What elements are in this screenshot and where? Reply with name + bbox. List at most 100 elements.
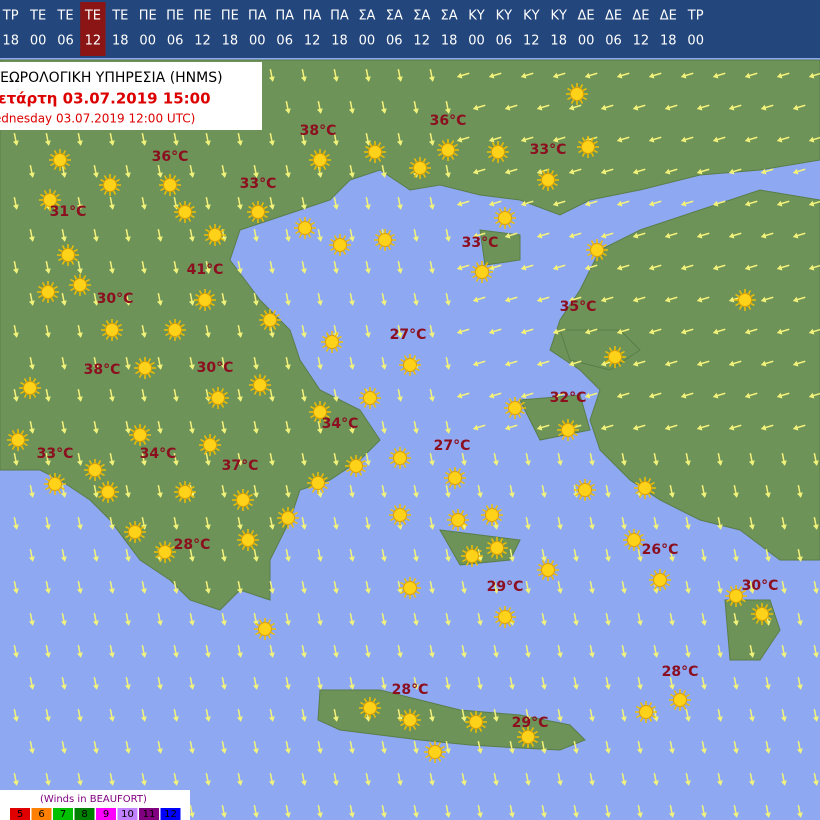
hour-label: 06 (496, 34, 513, 49)
arrow-head (636, 556, 643, 562)
arrow-head (284, 364, 291, 370)
sun-ray (311, 473, 316, 478)
wind-arrow (776, 136, 790, 143)
arrow-head (204, 332, 211, 338)
arrow-head (792, 168, 799, 175)
sun-ray (23, 433, 28, 438)
arrow-head (76, 524, 83, 530)
sun-disc (638, 481, 652, 495)
sun-ray (57, 489, 62, 494)
arrow-head (600, 296, 607, 303)
wind-arrow (796, 612, 803, 626)
arrow-head (456, 328, 463, 335)
arrow-head (712, 200, 719, 207)
sun-ray (11, 445, 16, 450)
wind-arrow (760, 424, 774, 431)
sun-ray (142, 440, 147, 445)
sun-disc (168, 323, 182, 337)
local-time: Τετάρτη 03.07.2019 15:00 (0, 90, 211, 108)
sun-ray (53, 165, 58, 170)
wind-arrow (684, 516, 691, 530)
arrow-head (616, 200, 623, 207)
sun-ray (100, 472, 105, 477)
arrow-head (156, 748, 163, 754)
sun-ray (178, 497, 183, 502)
wind-arrow (124, 548, 131, 562)
sun-icon (537, 559, 559, 581)
wind-arrow (668, 612, 675, 626)
arrow-head (428, 140, 435, 146)
wind-arrow (60, 676, 67, 690)
sun-ray (648, 702, 653, 707)
sun-ray (400, 590, 405, 595)
sun-ray (375, 233, 380, 238)
legend-swatch (96, 808, 116, 820)
sun-ray (505, 410, 510, 415)
arrow-head (204, 140, 211, 146)
wind-arrow (124, 420, 131, 434)
sun-ray (466, 715, 471, 720)
wind-arrow (556, 452, 563, 466)
arrow-head (204, 780, 211, 786)
sun-ray (241, 530, 246, 535)
sun-ray (23, 393, 28, 398)
arrow-head (664, 296, 671, 303)
wind-arrow (332, 452, 339, 466)
wind-arrow (700, 804, 707, 818)
sun-icon (486, 537, 508, 559)
wind-arrow (332, 708, 339, 722)
wind-arrow (444, 740, 451, 754)
wind-arrow (28, 612, 35, 626)
arrow-head (204, 460, 211, 466)
sun-ray (541, 575, 546, 580)
sun-ray (342, 235, 347, 240)
sun-disc (53, 153, 67, 167)
sun-ray (590, 492, 595, 497)
sun-ray (250, 378, 255, 383)
temperature: 26°C (642, 542, 679, 558)
arrow-head (584, 72, 591, 79)
arrow-head (524, 652, 531, 658)
arrow-head (732, 684, 739, 690)
sun-ray (570, 84, 575, 89)
arrow-head (268, 396, 275, 402)
sun-icon (481, 504, 503, 526)
legend-title: (Winds in BEAUFORT) (40, 794, 147, 805)
wind-arrow (664, 232, 678, 239)
arrow-head (76, 140, 83, 146)
sun-ray (334, 332, 339, 337)
arrow-head (616, 328, 623, 335)
wind-arrow (632, 104, 646, 111)
wind-arrow (760, 232, 774, 239)
sun-ray (617, 362, 622, 367)
arrow-head (744, 264, 751, 271)
sun-ray (405, 451, 410, 456)
arrow-head (744, 136, 751, 143)
